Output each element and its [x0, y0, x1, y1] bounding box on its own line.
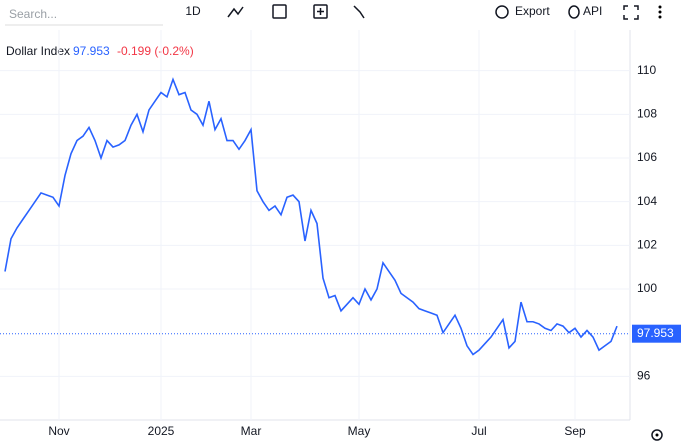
y-tick-label: 100	[637, 281, 657, 295]
x-tick-label: Mar	[241, 424, 262, 438]
last-value: 97.953	[73, 44, 110, 58]
export-icon[interactable]	[495, 5, 509, 19]
x-tick-label: Nov	[48, 424, 69, 438]
api-icon[interactable]	[568, 5, 580, 19]
interval-button[interactable]: 1D	[185, 4, 201, 18]
search-input[interactable]: Search...	[9, 7, 57, 21]
x-tick-label: Sep	[564, 424, 586, 438]
y-tick-label: 106	[637, 150, 657, 164]
last-price-box	[632, 324, 681, 343]
y-tick-label: 96	[637, 369, 651, 383]
add-plus	[317, 8, 324, 15]
x-tick-label: May	[348, 424, 371, 438]
calendar-icon[interactable]	[272, 4, 287, 19]
settings-tool-icon[interactable]	[353, 5, 365, 19]
settings-gear[interactable]	[651, 429, 663, 441]
fullscreen-icon[interactable]	[623, 5, 639, 20]
x-tick-label: 2025	[148, 424, 175, 438]
y-tick-label: 110	[637, 63, 656, 77]
last-price-label: 97.953	[637, 326, 674, 340]
price-line	[4, 77, 618, 356]
api-button[interactable]: API	[583, 4, 602, 18]
line-type-icon[interactable]	[227, 6, 244, 18]
change: -0.199 (-0.2%)	[117, 44, 194, 58]
y-tick-label: 108	[637, 107, 657, 121]
add-icon[interactable]	[313, 4, 328, 19]
export-button[interactable]: Export	[515, 4, 550, 18]
series-name: Dollar Index	[6, 44, 70, 58]
y-tick-label: 102	[637, 238, 657, 252]
menu-icon[interactable]	[658, 5, 662, 19]
y-tick-label: 104	[637, 194, 657, 208]
x-tick-label: Jul	[471, 424, 486, 438]
